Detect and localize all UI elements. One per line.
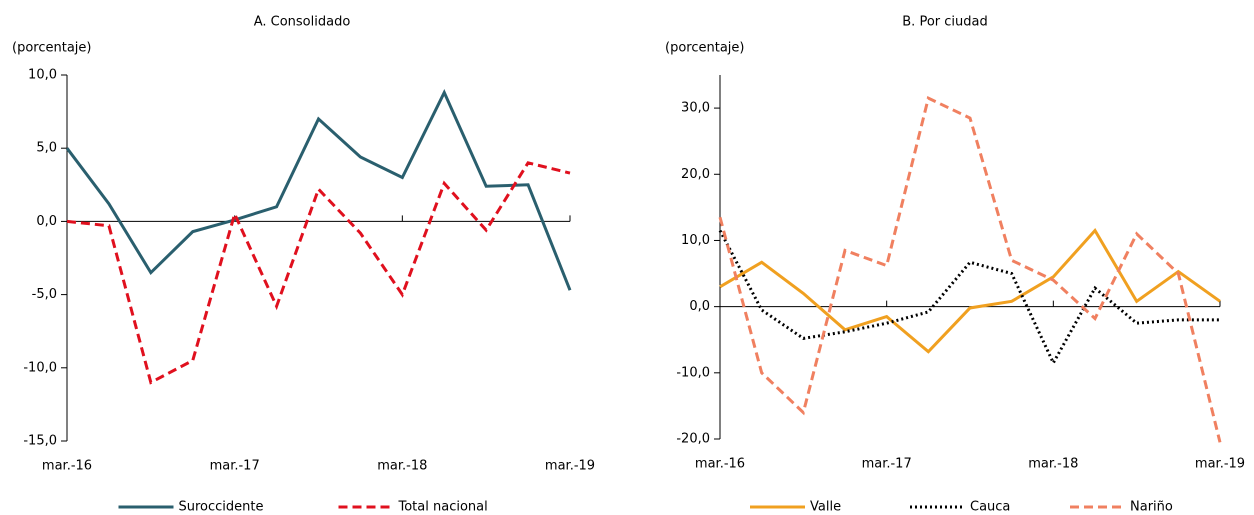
y-tick-label: 10,0 xyxy=(28,68,57,83)
chart-title: B. Por ciudad xyxy=(902,15,987,30)
y-tick-label: -20,0 xyxy=(676,432,710,447)
y-axis-label: (porcentaje) xyxy=(12,41,91,56)
y-tick-label: -5,0 xyxy=(32,287,57,302)
y-tick-label: 30,0 xyxy=(681,101,710,116)
x-tick-label: mar.-16 xyxy=(42,459,92,474)
series-line xyxy=(65,89,572,291)
y-tick-label: 20,0 xyxy=(681,167,710,182)
x-tick-label: mar.-16 xyxy=(695,457,745,472)
y-tick-label: -10,0 xyxy=(23,360,57,375)
legend-label: Valle xyxy=(810,500,841,515)
y-tick-label: -15,0 xyxy=(23,434,57,449)
x-tick-label: mar.-18 xyxy=(1028,457,1078,472)
x-tick-label: mar.-17 xyxy=(210,459,260,474)
legend-label: Cauca xyxy=(970,500,1010,515)
chart-title: A. Consolidado xyxy=(254,15,351,30)
x-tick-label: mar.-19 xyxy=(1195,457,1245,472)
legend-label: Suroccidente xyxy=(179,500,264,515)
y-tick-label: 5,0 xyxy=(36,141,57,156)
y-axis-label: (porcentaje) xyxy=(665,41,744,56)
legend-label: Total nacional xyxy=(398,500,488,515)
series-line xyxy=(719,228,1221,354)
y-tick-label: 0,0 xyxy=(689,299,710,314)
legend-label: Nariño xyxy=(1130,500,1173,515)
y-tick-label: 10,0 xyxy=(681,233,710,248)
y-tick-label: 0,0 xyxy=(36,214,57,229)
series-line xyxy=(718,229,1220,367)
x-tick-label: mar.-17 xyxy=(862,457,912,472)
series-line xyxy=(718,96,1222,443)
series-line xyxy=(66,161,571,385)
x-tick-label: mar.-19 xyxy=(545,459,595,474)
x-tick-label: mar.-18 xyxy=(377,459,427,474)
y-tick-label: -10,0 xyxy=(676,365,710,380)
